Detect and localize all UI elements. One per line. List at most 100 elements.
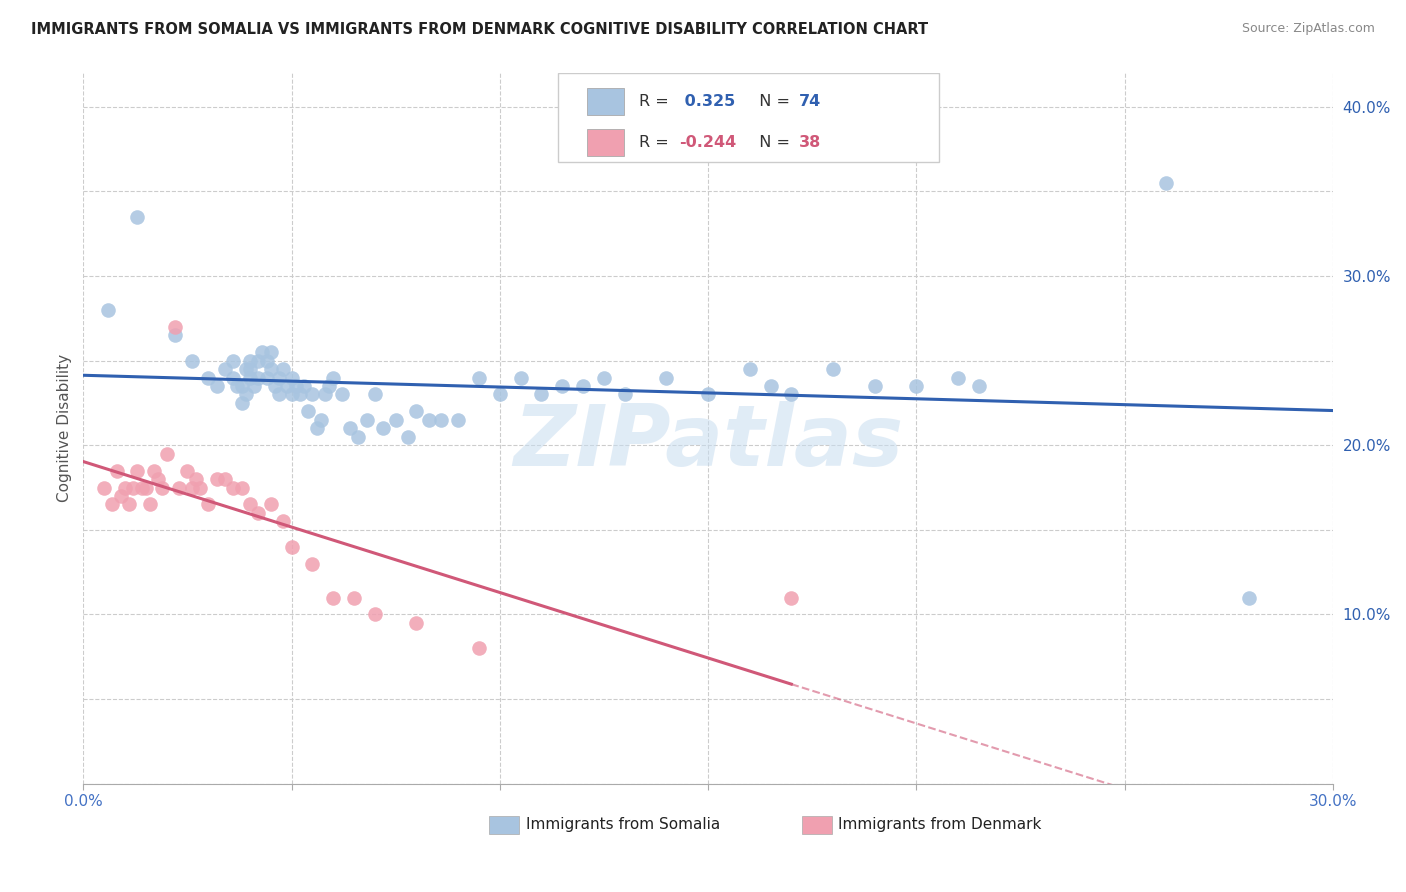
Point xyxy=(243,379,266,393)
Point xyxy=(163,319,186,334)
Point xyxy=(967,379,990,393)
Point xyxy=(163,328,186,343)
Point xyxy=(260,362,283,376)
Point xyxy=(593,370,616,384)
Point xyxy=(239,353,262,368)
Point xyxy=(118,498,141,512)
Point xyxy=(384,413,406,427)
Point xyxy=(114,481,136,495)
Point xyxy=(231,481,253,495)
Point xyxy=(214,472,236,486)
Bar xyxy=(489,815,519,834)
Point xyxy=(364,607,387,622)
Point xyxy=(176,464,198,478)
Point xyxy=(167,481,190,495)
Bar xyxy=(586,88,624,115)
Point xyxy=(188,481,211,495)
Point xyxy=(430,413,453,427)
Point xyxy=(292,379,315,393)
Point xyxy=(222,370,245,384)
Point xyxy=(905,379,928,393)
Point xyxy=(152,481,174,495)
Text: N =: N = xyxy=(749,95,796,110)
Point xyxy=(239,370,262,384)
Point xyxy=(260,345,283,359)
Point xyxy=(271,514,294,528)
Point xyxy=(488,387,510,401)
Point xyxy=(143,464,166,478)
Point xyxy=(339,421,361,435)
Point xyxy=(347,430,370,444)
Text: 38: 38 xyxy=(799,136,821,150)
Point xyxy=(305,421,328,435)
Point xyxy=(93,481,115,495)
Point xyxy=(247,506,270,520)
Point xyxy=(131,481,153,495)
Point xyxy=(301,557,323,571)
Point xyxy=(247,370,270,384)
Point xyxy=(759,379,782,393)
Y-axis label: Cognitive Disability: Cognitive Disability xyxy=(58,354,72,502)
Point xyxy=(239,498,262,512)
Point xyxy=(309,413,332,427)
Point xyxy=(260,498,283,512)
Text: Immigrants from Denmark: Immigrants from Denmark xyxy=(838,817,1042,832)
Point xyxy=(267,370,290,384)
Point xyxy=(280,387,302,401)
Point xyxy=(256,353,278,368)
Point xyxy=(148,472,170,486)
Point xyxy=(127,210,149,224)
Point xyxy=(276,379,298,393)
Point xyxy=(231,396,253,410)
Point xyxy=(267,387,290,401)
Text: IMMIGRANTS FROM SOMALIA VS IMMIGRANTS FROM DENMARK COGNITIVE DISABILITY CORRELAT: IMMIGRANTS FROM SOMALIA VS IMMIGRANTS FR… xyxy=(31,22,928,37)
Point xyxy=(468,641,491,656)
Point xyxy=(235,362,257,376)
Point xyxy=(655,370,678,384)
Text: R =: R = xyxy=(640,95,675,110)
Point xyxy=(738,362,761,376)
Point xyxy=(127,464,149,478)
Bar xyxy=(801,815,832,834)
Point xyxy=(551,379,574,393)
Point xyxy=(222,481,245,495)
Point xyxy=(247,353,270,368)
Point xyxy=(322,591,344,605)
Point xyxy=(322,370,344,384)
Point xyxy=(180,353,202,368)
Point xyxy=(97,302,120,317)
Text: 0.325: 0.325 xyxy=(679,95,735,110)
Point xyxy=(280,540,302,554)
Point xyxy=(863,379,886,393)
Text: 74: 74 xyxy=(799,95,821,110)
Point xyxy=(613,387,636,401)
Point xyxy=(396,430,419,444)
Point xyxy=(184,472,207,486)
Point xyxy=(231,379,253,393)
Point xyxy=(314,387,336,401)
Point xyxy=(214,362,236,376)
Point xyxy=(405,615,427,630)
Point xyxy=(343,591,366,605)
Bar xyxy=(586,129,624,156)
Point xyxy=(105,464,128,478)
Point xyxy=(572,379,595,393)
Point xyxy=(288,387,311,401)
Text: Source: ZipAtlas.com: Source: ZipAtlas.com xyxy=(1241,22,1375,36)
Point xyxy=(284,379,307,393)
Point xyxy=(780,591,803,605)
Point xyxy=(101,498,124,512)
Point xyxy=(239,362,262,376)
Point xyxy=(155,447,177,461)
Text: N =: N = xyxy=(749,136,796,150)
Text: R =: R = xyxy=(640,136,675,150)
Point xyxy=(697,387,720,401)
Text: Immigrants from Somalia: Immigrants from Somalia xyxy=(526,817,720,832)
Point xyxy=(235,387,257,401)
Point xyxy=(356,413,378,427)
Point xyxy=(364,387,387,401)
Point xyxy=(330,387,353,401)
Point xyxy=(318,379,340,393)
Point xyxy=(264,379,287,393)
Point xyxy=(373,421,395,435)
